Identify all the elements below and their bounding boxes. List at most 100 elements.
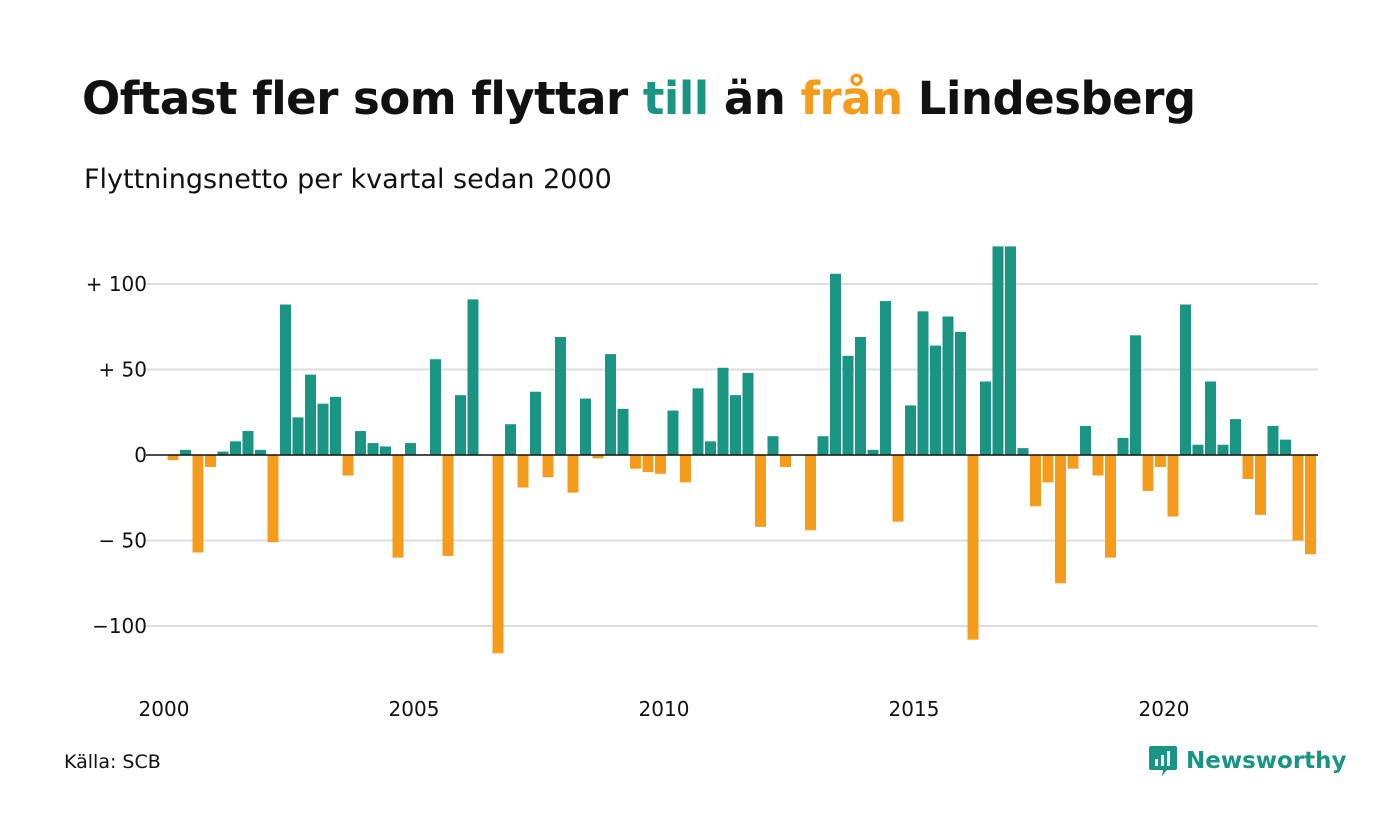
title-part-5: Lindesberg — [902, 72, 1196, 125]
bar — [930, 345, 941, 455]
bar — [330, 396, 341, 455]
y-tick-label: + 100 — [86, 272, 147, 296]
bar — [1105, 455, 1116, 558]
bar — [1055, 455, 1066, 584]
bar — [905, 405, 916, 455]
newsworthy-logo: Newsworthy — [1148, 744, 1347, 778]
bar — [217, 451, 229, 455]
y-axis-ticks: + 100 + 50 0 − 50 −100 — [86, 272, 147, 638]
bar — [1180, 304, 1191, 455]
bar — [1067, 455, 1079, 469]
bar — [230, 441, 241, 455]
bar — [717, 367, 729, 455]
bar — [942, 316, 954, 455]
bar — [455, 395, 466, 455]
bar — [367, 443, 379, 455]
bar — [817, 436, 829, 455]
bar — [467, 299, 479, 455]
bar — [655, 455, 666, 474]
bar — [555, 337, 566, 455]
bar — [1217, 444, 1229, 455]
newsworthy-logo-text: Newsworthy — [1186, 748, 1347, 774]
bar — [442, 455, 454, 556]
chart-title: Oftast fler som flyttar till än från Lin… — [82, 72, 1196, 125]
bar — [955, 331, 966, 455]
bar — [1205, 381, 1216, 455]
bar — [867, 449, 879, 455]
bar — [1092, 455, 1104, 476]
bar — [305, 374, 316, 455]
bar — [1030, 455, 1041, 507]
bar — [167, 455, 179, 461]
bar — [267, 455, 279, 543]
x-axis-ticks: 2000 2005 2010 2015 2020 — [139, 697, 1190, 721]
source-note: Källa: SCB — [64, 751, 161, 773]
y-tick-label: − 50 — [98, 529, 147, 553]
x-tick-label: 2005 — [389, 697, 440, 721]
bar — [642, 455, 654, 473]
bar — [492, 455, 504, 654]
bar — [355, 431, 366, 455]
grid-lines — [146, 283, 1318, 627]
bar — [580, 398, 591, 455]
bar — [1142, 455, 1154, 491]
bar — [1255, 455, 1266, 515]
bar — [842, 355, 854, 455]
bar — [280, 304, 291, 455]
title-part-1: Oftast fler som flyttar — [82, 72, 643, 125]
bar — [1042, 455, 1054, 483]
bar — [992, 246, 1004, 455]
bar — [1167, 455, 1179, 517]
bar — [292, 417, 304, 455]
title-highlight-till: till — [642, 72, 709, 125]
bar — [805, 455, 816, 531]
bar — [505, 424, 516, 455]
bar — [1192, 444, 1204, 455]
y-tick-label: + 50 — [98, 358, 147, 382]
bar — [592, 455, 604, 459]
bar — [617, 408, 629, 455]
x-tick-label: 2010 — [639, 697, 690, 721]
bar — [242, 431, 254, 455]
title-part-3: än — [708, 72, 801, 125]
bar — [342, 455, 354, 476]
bar — [705, 441, 716, 455]
y-tick-label: −100 — [92, 614, 147, 638]
bar — [317, 403, 329, 455]
bar — [542, 455, 554, 478]
bar — [1080, 425, 1091, 455]
x-tick-label: 2020 — [1139, 697, 1190, 721]
bar — [255, 449, 266, 455]
x-tick-label: 2000 — [139, 697, 190, 721]
bar — [1117, 437, 1129, 455]
bars — [167, 246, 1316, 654]
bar — [892, 455, 904, 522]
bar — [755, 455, 766, 527]
bar — [680, 455, 691, 483]
y-tick-label: 0 — [134, 443, 147, 467]
chart-subtitle: Flyttningsnetto per kvartal sedan 2000 — [84, 164, 612, 195]
bar — [1017, 448, 1029, 455]
bar — [192, 455, 204, 553]
bar — [767, 436, 779, 455]
x-tick-label: 2015 — [889, 697, 940, 721]
bar — [392, 455, 404, 558]
bar — [742, 372, 754, 455]
bar — [1305, 455, 1316, 555]
bar — [1230, 419, 1241, 455]
bar — [917, 311, 929, 455]
bar — [692, 388, 704, 455]
bar — [980, 381, 991, 455]
bar — [430, 359, 441, 455]
bar — [630, 455, 641, 469]
bar — [667, 410, 679, 455]
bar — [205, 455, 216, 467]
newsworthy-logo-icon — [1149, 746, 1177, 776]
bar — [1005, 246, 1016, 455]
bar — [1155, 455, 1166, 467]
bar — [530, 391, 541, 455]
bar — [405, 443, 416, 455]
bar — [517, 455, 529, 488]
bar — [780, 455, 791, 467]
